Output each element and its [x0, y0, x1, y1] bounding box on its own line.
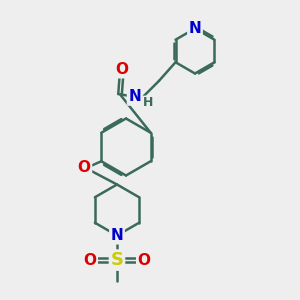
Text: H: H [143, 96, 153, 109]
Text: N: N [128, 89, 141, 104]
Text: O: O [137, 253, 151, 268]
Text: O: O [78, 160, 91, 175]
Text: N: N [189, 21, 201, 36]
Text: S: S [110, 251, 124, 269]
Text: N: N [111, 228, 123, 243]
Text: O: O [83, 253, 97, 268]
Text: O: O [115, 62, 128, 77]
